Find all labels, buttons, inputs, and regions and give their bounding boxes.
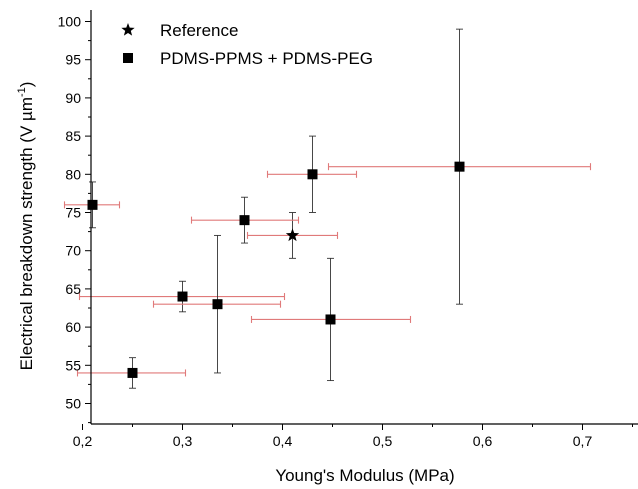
ticks-layer: 0,2 0,3 0,4 0,5 0,6 0,7 50 55 60 65 70 75 80 85 90 95 10… [58, 14, 633, 449]
y-axis-title-superscript: -1 [16, 87, 28, 97]
legend-item-blend: PDMS-PPMS + PDMS-PEG [123, 49, 373, 68]
legend-item-reference: Reference [121, 21, 238, 40]
markers-layer [87, 161, 465, 378]
y-tick-label: 55 [65, 357, 81, 373]
data-point-square [177, 291, 188, 302]
legend: Reference PDMS-PPMS + PDMS-PEG [121, 21, 373, 68]
y-tick-label: 95 [65, 52, 81, 68]
legend-star-icon [121, 23, 135, 36]
y-tick-label: 85 [65, 128, 81, 144]
x-tick-label: 0,6 [473, 433, 493, 449]
y-tick-label: 60 [65, 319, 81, 335]
data-point-square [307, 169, 318, 180]
data-point-square [325, 314, 336, 325]
y-tick-label: 70 [65, 243, 81, 259]
y-tick-label: 50 [65, 396, 81, 412]
legend-label-blend: PDMS-PPMS + PDMS-PEG [160, 49, 373, 68]
y-axis-title-close: ) [17, 82, 36, 88]
data-point-square [239, 215, 250, 226]
legend-square-icon [123, 53, 133, 63]
data-point-square [212, 299, 223, 310]
x-tick-label: 0,5 [373, 433, 393, 449]
x-tick-label: 0,2 [73, 433, 93, 449]
y-tick-label: 100 [58, 14, 82, 30]
x-axis-title: Young's Modulus (MPa) [275, 466, 454, 485]
error-bars-layer [63, 28, 592, 389]
axes-layer [90, 10, 638, 425]
y-tick-label: 75 [65, 205, 81, 221]
x-tick-label: 0,4 [273, 433, 293, 449]
y-axis-title: Electrical breakdown strength (V µm-1) [16, 82, 36, 371]
y-tick-label: 90 [65, 90, 81, 106]
x-tick-label: 0,7 [573, 433, 593, 449]
y-axis-title-main: Electrical breakdown strength (V µm [17, 97, 36, 370]
y-tick-label: 80 [65, 166, 81, 182]
x-tick-label: 0,3 [173, 433, 193, 449]
y-tick-label: 65 [65, 281, 81, 297]
data-point-square [87, 199, 98, 210]
data-point-square [454, 161, 465, 172]
data-point-star [285, 228, 300, 242]
legend-label-reference: Reference [160, 21, 238, 40]
data-point-square [127, 367, 138, 378]
